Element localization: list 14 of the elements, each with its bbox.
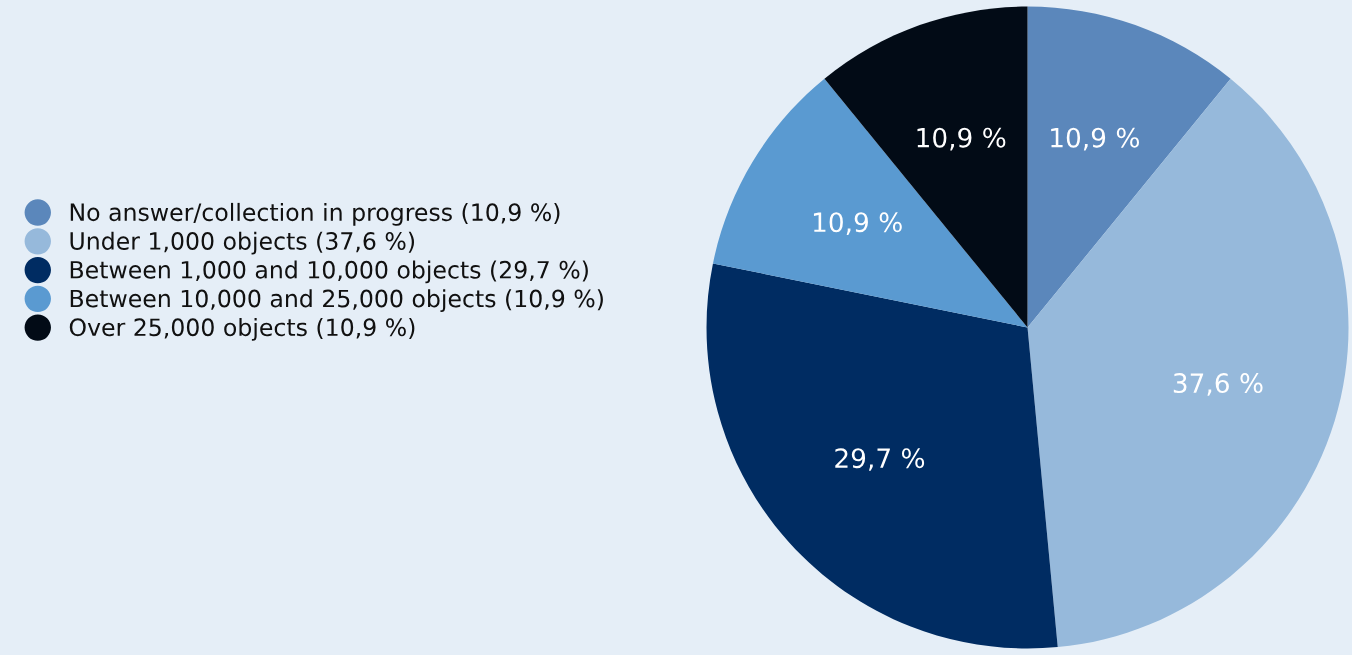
pie-slice — [1027, 6, 1231, 328]
data-label: 10,9 % — [917, 127, 1006, 151]
legend-label: Under 1,000 objects (37,6 %) — [70, 231, 415, 255]
data-label: 29,7 % — [835, 448, 925, 471]
data-label: 37,6 % — [1173, 373, 1263, 396]
pie-slice — [706, 263, 1058, 649]
data-label: 10,9 % — [1051, 127, 1139, 151]
pie-slice — [712, 78, 1028, 328]
legend-label: No answer/collection in progress (10,9 %) — [70, 202, 560, 226]
pie-slice — [1027, 78, 1349, 648]
legend-label: Between 10,000 and 25,000 objects (10,9 %) — [70, 289, 603, 312]
legend-label: Between 1,000 and 10,000 objects (29,7 %) — [70, 260, 588, 284]
legend-label: Over 25,000 objects (10,9 %) — [69, 317, 415, 341]
data-label: 10,9 % — [813, 212, 902, 235]
